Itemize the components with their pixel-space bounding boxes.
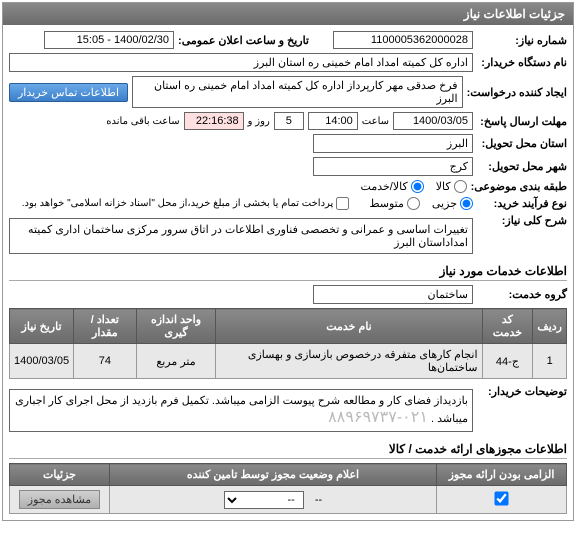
row-buyer-org: نام دستگاه خریدار: اداره کل کمیته امداد … [9, 53, 567, 72]
deadline-label: مهلت ارسال پاسخ: [477, 115, 567, 128]
cell-date: 1400/03/05 [10, 344, 74, 379]
th-status: اعلام وضعیت مجوز توسط تامین کننده [110, 464, 437, 486]
cell-name: انجام کارهای متفرقه درخصوص بازسازی و بهس… [216, 344, 482, 379]
general-desc-box: تغییرات اساسی و عمرانی و تخصصی فناوری اط… [9, 218, 473, 254]
public-date-label: تاریخ و ساعت اعلان عمومی: [178, 34, 309, 47]
th-unit: واحد اندازه گیری [136, 309, 216, 344]
days-label: روز و [248, 116, 270, 127]
buyer-notes-label: توضیحات خریدار: [477, 385, 567, 398]
cell-row: 1 [533, 344, 567, 379]
panel-title: جزئیات اطلاعات نیاز [3, 3, 573, 25]
delivery-city-field: کرج [313, 157, 473, 176]
th-name: نام خدمت [216, 309, 482, 344]
cell-code: ج-44 [482, 344, 533, 379]
row-creator: ایجاد کننده درخواست: فرخ صدقی مهر کارپرد… [9, 76, 567, 108]
buyer-org-label: نام دستگاه خریدار: [477, 56, 567, 69]
hours-label: ساعت باقی مانده [106, 116, 179, 127]
general-desc-label: شرح کلی نیاز: [477, 214, 567, 227]
public-date-field: 1400/02/30 - 15:05 [44, 31, 174, 49]
payment-checkbox-item[interactable]: پرداخت تمام یا بخشی از مبلغ خرید،از محل … [22, 197, 350, 210]
need-number-field: 1100005362000028 [333, 31, 473, 49]
services-table: ردیف کد خدمت نام خدمت واحد اندازه گیری ت… [9, 308, 567, 379]
radio-goods-input[interactable] [454, 180, 467, 193]
delivery-province-field: البرز [313, 134, 473, 153]
permits-table-header: الزامی بودن ارائه مجوز اعلام وضعیت مجوز … [10, 464, 567, 486]
buyer-notes-box: بازدیداز فضای کار و مطالعه شرح پیوست الز… [9, 389, 473, 432]
row-buyer-notes: توضیحات خریدار: بازدیداز فضای کار و مطال… [9, 385, 567, 436]
delivery-city-label: شهر محل تحویل: [477, 160, 567, 173]
cell-mandatory [437, 486, 567, 514]
th-code: کد خدمت [482, 309, 533, 344]
buyer-org-field: اداره کل کمیته امداد امام خمینی ره استان… [9, 53, 473, 72]
row-category: طبقه بندی موضوعی: کالا کالا/خدمت [9, 180, 567, 193]
status-select[interactable]: -- [224, 491, 304, 509]
row-general-desc: شرح کلی نیاز: تغییرات اساسی و عمرانی و ت… [9, 214, 567, 258]
creator-label: ایجاد کننده درخواست: [467, 86, 567, 99]
service-group-field: ساختمان [313, 285, 473, 304]
view-permit-button[interactable]: مشاهده مجوز [19, 490, 100, 509]
radio-goods[interactable]: کالا [436, 180, 467, 193]
category-radio-group: کالا کالا/خدمت [361, 180, 467, 193]
service-group-label: گروه خدمت: [477, 288, 567, 301]
deadline-time-field: 14:00 [308, 112, 358, 130]
deadline-date-field: 1400/03/05 [393, 112, 473, 130]
th-details: جزئیات [10, 464, 110, 486]
th-date: تاریخ نیاز [10, 309, 74, 344]
radio-medium-input[interactable] [407, 197, 420, 210]
radio-service-input[interactable] [411, 180, 424, 193]
process-label: نوع فرآیند خرید: [477, 197, 567, 210]
cell-details: مشاهده مجوز [10, 486, 110, 514]
need-number-label: شماره نیاز: [477, 34, 567, 47]
process-radio-group: جزیی متوسط [369, 197, 473, 210]
panel-body: شماره نیاز: 1100005362000028 تاریخ و ساع… [3, 25, 573, 520]
radio-medium-label: متوسط [369, 197, 404, 210]
hours-remaining-field: 22:16:38 [184, 112, 244, 130]
radio-partial-label: جزیی [432, 197, 457, 210]
category-label: طبقه بندی موضوعی: [471, 180, 567, 193]
row-delivery-province: استان محل تحویل: البرز [9, 134, 567, 153]
radio-medium[interactable]: متوسط [369, 197, 420, 210]
days-remaining-field: 5 [274, 112, 304, 130]
th-mandatory: الزامی بودن ارائه مجوز [437, 464, 567, 486]
cell-qty: 74 [74, 344, 136, 379]
radio-goods-label: کالا [436, 180, 451, 193]
permit-row: -- -- مشاهده مجوز [10, 486, 567, 514]
payment-checkbox[interactable] [336, 197, 349, 210]
row-process: نوع فرآیند خرید: جزیی متوسط پرداخت تمام … [9, 197, 567, 210]
time-label: ساعت [362, 116, 389, 127]
th-row: ردیف [533, 309, 567, 344]
row-delivery-city: شهر محل تحویل: کرج [9, 157, 567, 176]
radio-partial-input[interactable] [460, 197, 473, 210]
radio-partial[interactable]: جزیی [432, 197, 473, 210]
buyer-phone-watermark: ۰۲۱-۸۸۹۶۹۷۳۷ [328, 409, 428, 426]
radio-service[interactable]: کالا/خدمت [361, 180, 424, 193]
th-qty: تعداد / مقدار [74, 309, 136, 344]
services-section-title: اطلاعات خدمات مورد نیاز [9, 264, 567, 281]
contact-buyer-button[interactable]: اطلاعات تماس خریدار [9, 83, 128, 102]
permits-section-title: اطلاعات مجوزهای ارائه خدمت / کالا [9, 442, 567, 459]
main-panel: جزئیات اطلاعات نیاز شماره نیاز: 11000053… [2, 2, 574, 521]
row-service-group: گروه خدمت: ساختمان [9, 285, 567, 304]
services-table-header: ردیف کد خدمت نام خدمت واحد اندازه گیری ت… [10, 309, 567, 344]
cell-status: -- -- [110, 486, 437, 514]
permits-table: الزامی بودن ارائه مجوز اعلام وضعیت مجوز … [9, 463, 567, 514]
row-need-number: شماره نیاز: 1100005362000028 تاریخ و ساع… [9, 31, 567, 49]
mandatory-checkbox[interactable] [494, 491, 508, 505]
delivery-province-label: استان محل تحویل: [477, 137, 567, 150]
row-deadline: مهلت ارسال پاسخ: 1400/03/05 ساعت 14:00 5… [9, 112, 567, 130]
table-row: 1 ج-44 انجام کارهای متفرقه درخصوص بازساز… [10, 344, 567, 379]
payment-note-label: پرداخت تمام یا بخشی از مبلغ خرید،از محل … [22, 198, 334, 209]
cell-unit: متر مربع [136, 344, 216, 379]
radio-service-label: کالا/خدمت [361, 180, 408, 193]
creator-field: فرخ صدقی مهر کارپرداز اداره کل کمیته امد… [132, 76, 463, 108]
